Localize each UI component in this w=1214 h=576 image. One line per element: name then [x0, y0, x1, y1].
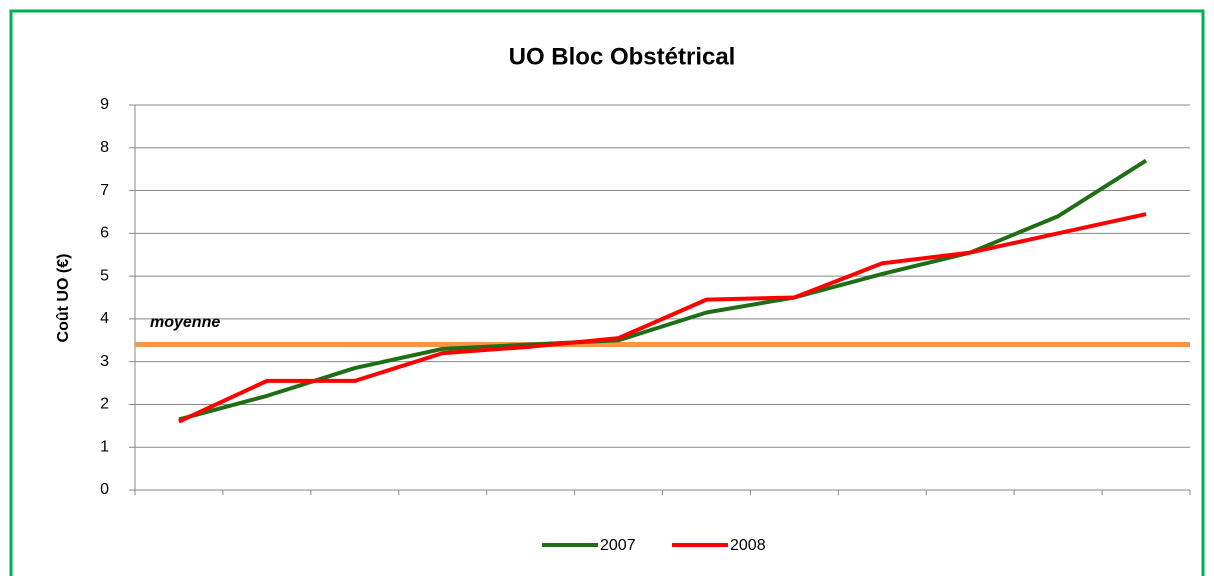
- average-label: moyenne: [150, 314, 220, 331]
- y-tick-label: 4: [100, 310, 109, 327]
- y-tick-label: 8: [100, 139, 109, 156]
- chart-title: UO Bloc Obstétrical: [509, 43, 736, 70]
- y-tick-label: 9: [100, 96, 109, 113]
- y-axis-label: Coût UO (€): [55, 254, 72, 343]
- series-line: [178, 212, 1147, 424]
- series-line: [178, 158, 1148, 422]
- legend-label: 2007: [600, 537, 636, 554]
- y-tick-label: 3: [100, 353, 109, 370]
- y-tick-label: 6: [100, 225, 109, 242]
- legend-label: 2008: [730, 537, 766, 554]
- y-tick-label: 0: [100, 481, 109, 498]
- y-tick-label: 7: [100, 182, 109, 199]
- y-tick-label: 5: [100, 267, 109, 284]
- y-tick-label: 2: [100, 396, 109, 413]
- frame: [9, 9, 1205, 576]
- y-tick-label: 1: [100, 438, 109, 455]
